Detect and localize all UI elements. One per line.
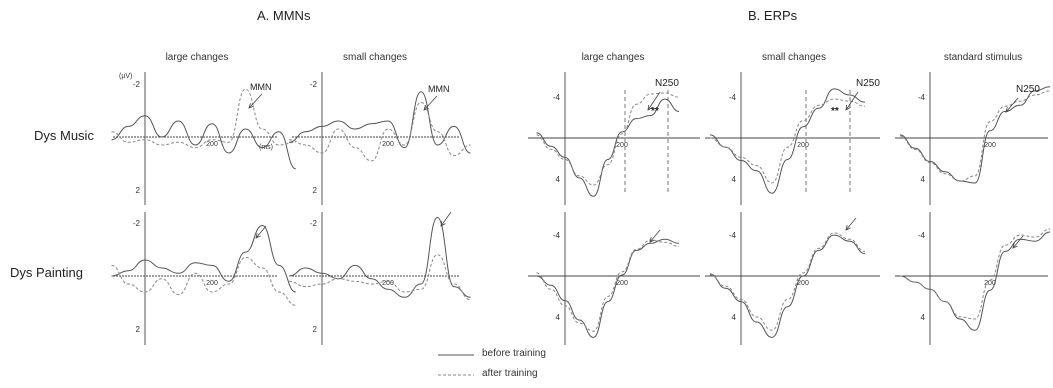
panel-4-significance-stars: ** <box>651 106 659 117</box>
panel-6-tick-200: 200 <box>984 142 996 149</box>
panel-5-peak-label: N250 <box>856 78 880 89</box>
panel-0-before-training-line <box>111 115 297 170</box>
panel-6-tick-neg4: -4 <box>918 93 926 102</box>
panel-3-arrow-head-icon <box>440 221 446 227</box>
panel-7-tick-pos4: 4 <box>556 313 561 322</box>
row-label-dys-music: Dys Music <box>34 128 94 143</box>
legend-before-label: before training <box>482 348 546 359</box>
mmn-section-title: A. MMNs <box>257 8 311 23</box>
panel-5-tick-neg4: -4 <box>729 93 737 102</box>
panel-0-unit-ms: (ms) <box>259 144 273 151</box>
panel-2-arrow-head-icon <box>255 233 261 239</box>
panel-4-tick-pos4: 4 <box>556 175 561 184</box>
panel-6-arrow-head-icon <box>1005 107 1011 113</box>
panel-2-tick-200: 200 <box>206 280 218 287</box>
panel-5-tick-pos4: 4 <box>732 175 737 184</box>
column-title-erp-standard: standard stimulus <box>943 52 1023 63</box>
panel-9-tick-pos4: 4 <box>921 313 926 322</box>
panel-0-peak-label: MMN <box>250 82 272 92</box>
panel-7-after-training-line <box>536 239 680 332</box>
panel-8-before-training-line <box>709 234 866 338</box>
panel-8-tick-neg4: -4 <box>729 231 737 240</box>
panel-1-tick-pos2: 2 <box>313 186 318 195</box>
panel-1-arrow-head-icon <box>423 105 429 111</box>
panel-6-peak-label: N250 <box>1016 84 1040 95</box>
panel-7-arrow-head-icon <box>649 237 655 243</box>
panel-3-after-training-line <box>288 254 471 301</box>
panel-0-after-training-line <box>111 88 296 149</box>
panel-4-tick-neg4: -4 <box>553 93 561 102</box>
legend-after-label: after training <box>482 368 538 379</box>
panel-7-arrow-shaft <box>649 229 661 243</box>
panel-0-arrow-head-icon <box>248 103 254 109</box>
panel-2-after-training-line <box>111 256 296 306</box>
panel-7-before-training-line <box>536 238 680 338</box>
panel-2-tick-neg2: -2 <box>133 219 141 228</box>
panel-5-before-training-line <box>709 88 866 194</box>
panel-4-peak-label: N250 <box>655 78 679 89</box>
panel-8-after-training-line <box>709 232 866 331</box>
panel-8-tick-200: 200 <box>797 280 809 287</box>
panel-8-tick-pos4: 4 <box>732 313 737 322</box>
panel-1-before-training-line <box>288 91 471 154</box>
panel-9-arrow-shaft <box>1012 235 1024 249</box>
panel-2-before-training-line <box>111 224 296 293</box>
panel-9-before-training-line <box>899 231 1051 331</box>
row-label-dys-painting: Dys Painting <box>10 265 83 280</box>
legend-after-line-icon <box>438 374 474 376</box>
panel-0-arrow-shaft <box>248 93 263 109</box>
panel-7-tick-neg4: -4 <box>553 231 561 240</box>
panel-6-before-training-line <box>899 86 1051 184</box>
panel-1-after-training-line <box>288 101 471 162</box>
panel-0-tick-pos2: 2 <box>136 186 141 195</box>
panel-5-significance-stars: ** <box>831 106 839 117</box>
panel-9-tick-neg4: -4 <box>918 231 926 240</box>
panel-3-before-training-line <box>288 216 471 298</box>
panel-9-after-training-line <box>899 228 1051 320</box>
column-title-mmn-large: large changes <box>165 52 229 63</box>
panel-1-peak-label: MMN <box>428 84 450 94</box>
panel-1-tick-neg2: -2 <box>310 80 318 89</box>
column-title-erp-large: large changes <box>581 52 645 63</box>
panel-1-tick-200: 200 <box>382 141 394 148</box>
panel-3-tick-pos2: 2 <box>313 325 318 334</box>
panel-5-arrow-shaft <box>845 91 859 111</box>
panel-3-arrow-shaft <box>440 211 452 227</box>
panel-6-after-training-line <box>899 90 1051 182</box>
panel-3-tick-neg2: -2 <box>310 219 318 228</box>
panel-9-tick-200: 200 <box>984 280 996 287</box>
panel-5-arrow-head-icon <box>845 104 851 111</box>
panel-8-arrow-head-icon <box>845 225 851 231</box>
panel-5-tick-200: 200 <box>797 142 809 149</box>
panel-6-arrow-shaft <box>1005 97 1019 113</box>
panel-0-unit-uv: (µV) <box>119 73 132 80</box>
panel-2-tick-pos2: 2 <box>136 325 141 334</box>
column-title-erp-small: small changes <box>762 52 826 63</box>
panel-8-arrow-shaft <box>845 217 857 231</box>
legend-before-line-icon <box>438 354 474 356</box>
erp-section-title: B. ERPs <box>748 8 798 23</box>
panel-4-tick-200: 200 <box>616 142 628 149</box>
panel-4-arrow-shaft <box>647 91 661 111</box>
panel-7-tick-200: 200 <box>616 280 628 287</box>
panel-2-arrow-shaft <box>255 225 267 239</box>
panel-0-tick-200: 200 <box>206 141 218 148</box>
panel-9-arrow-head-icon <box>1012 243 1018 249</box>
panel-5-after-training-line <box>709 98 866 184</box>
panel-4-before-training-line <box>536 98 680 197</box>
panel-4-arrow-head-icon <box>647 104 653 111</box>
panel-3-tick-200: 200 <box>382 280 394 287</box>
panel-6-tick-pos4: 4 <box>921 175 926 184</box>
panel-4-after-training-line <box>536 92 680 186</box>
column-title-mmn-small: small changes <box>343 52 407 63</box>
panel-1-arrow-shaft <box>423 95 438 111</box>
panel-0-tick-neg2: -2 <box>133 80 141 89</box>
